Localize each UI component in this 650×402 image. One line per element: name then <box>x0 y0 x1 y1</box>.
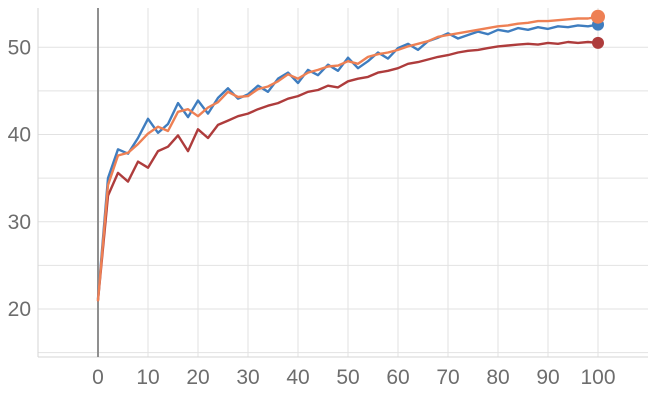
series-line-red <box>96 40 600 302</box>
tick-label-x-20: 20 <box>186 366 209 389</box>
tick-label-x-80: 80 <box>486 366 509 389</box>
series-line-blue <box>96 23 600 300</box>
tick-label-x-50: 50 <box>336 366 359 389</box>
tick-label-y-40: 40 <box>8 124 31 147</box>
tick-label-x-100: 100 <box>580 366 615 389</box>
tick-label-x-60: 60 <box>386 366 409 389</box>
tick-label-y-30: 30 <box>8 211 31 234</box>
tick-label-y-50: 50 <box>8 36 31 59</box>
tick-label-x-30: 30 <box>236 366 259 389</box>
tick-label-x-0: 0 <box>92 366 104 389</box>
series-endpoint-orange <box>591 9 605 24</box>
series-endpoint-red <box>592 36 604 49</box>
tick-label-y-20: 20 <box>8 298 31 321</box>
tick-label-x-70: 70 <box>436 366 459 389</box>
tick-label-x-90: 90 <box>536 366 559 389</box>
series-line-orange <box>96 15 600 302</box>
tick-label-x-10: 10 <box>136 366 159 389</box>
tick-label-x-40: 40 <box>286 366 309 389</box>
